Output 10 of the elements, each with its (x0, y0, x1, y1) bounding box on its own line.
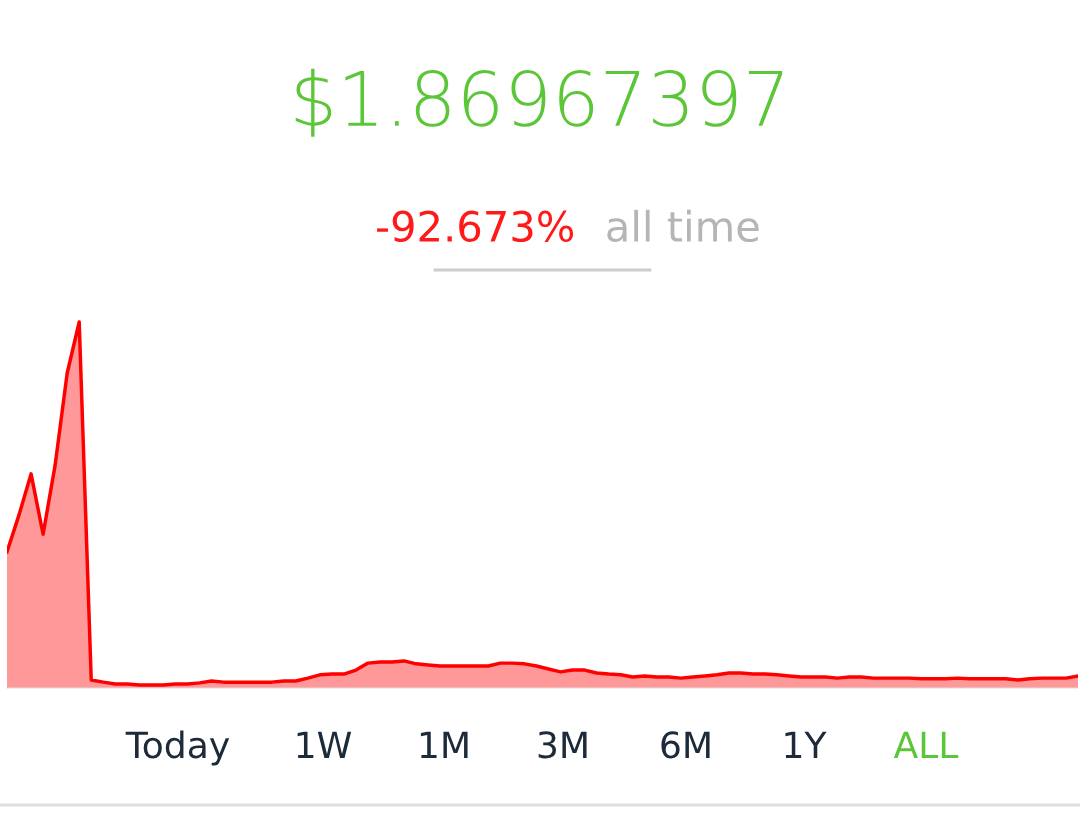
text: ALL (893, 731, 959, 758)
text: 1M (420, 731, 468, 758)
text: 1W (297, 731, 352, 758)
chart-title: $1.86967397 (295, 68, 783, 137)
chart-subtitle: -92.673% (377, 210, 574, 243)
text: Today (125, 730, 230, 766)
text: 6M (661, 731, 710, 759)
text: 1Y (785, 731, 827, 758)
text: all time (607, 209, 759, 243)
text: 3M (538, 731, 587, 759)
